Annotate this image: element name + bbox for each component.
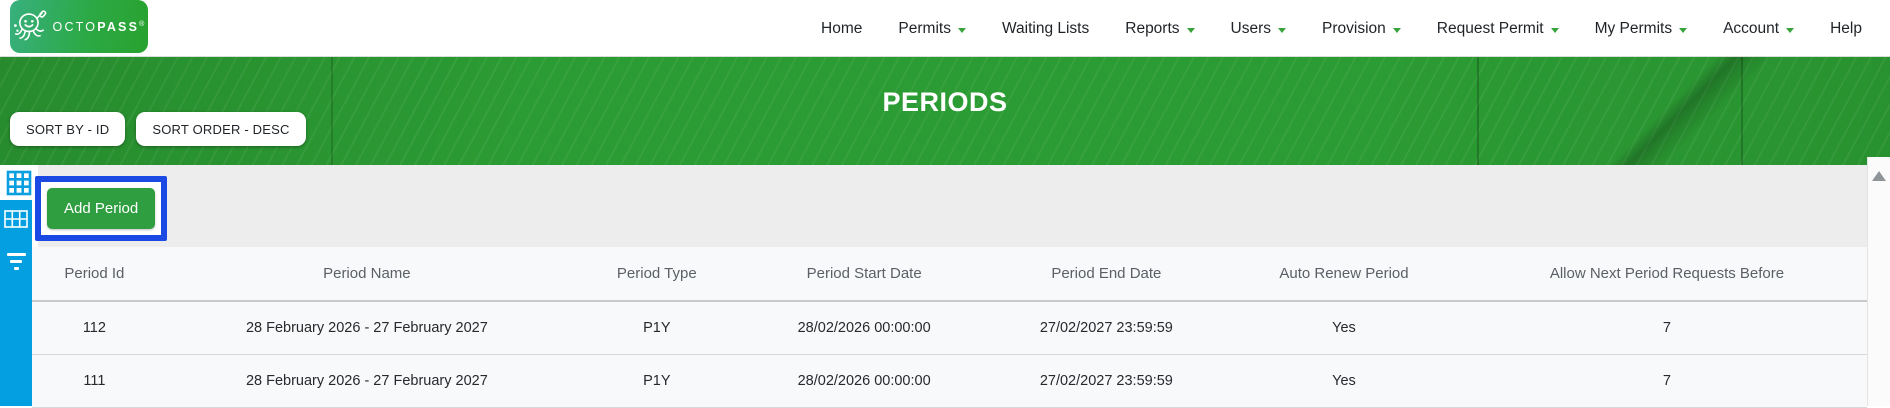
chevron-down-icon (1786, 27, 1795, 33)
nav-item-label: Provision (1322, 19, 1386, 37)
column-header[interactable]: Period End Date (991, 247, 1222, 302)
nav-item-label: Reports (1125, 19, 1180, 37)
nav-item-provision[interactable]: Provision (1322, 20, 1401, 38)
nav-item-waiting-lists[interactable]: Waiting Lists (1002, 20, 1089, 38)
table-cell: 28 February 2026 - 27 February 2027 (156, 354, 577, 408)
table-header-row: Period Id Period Name Period Type Period St… (32, 247, 1867, 302)
nav-item-help[interactable]: Help (1830, 20, 1862, 38)
chevron-down-icon (1392, 27, 1401, 33)
logo-wordmark: OCTOPASS® (52, 19, 147, 34)
table-cell: 112 (32, 301, 157, 355)
main-content: Add Period Period Id Period Name Period Ty… (0, 165, 1890, 408)
nav-item-home[interactable]: Home (821, 20, 862, 38)
table-row[interactable]: 111 28 February 2026 - 27 February 2027 P1… (32, 354, 1867, 408)
table-row[interactable]: 112 28 February 2026 - 27 February 2027 P1… (32, 301, 1867, 355)
column-header[interactable]: Period Type (576, 247, 737, 302)
sort-controls: SORT BY - ID SORT ORDER - DESC (10, 112, 306, 146)
octopass-logo[interactable]: OCTOPASS® (10, 0, 148, 53)
nav-item-label: Waiting Lists (1001, 19, 1090, 37)
nav-item-users[interactable]: Users (1230, 19, 1287, 38)
nav-item-label: Home (821, 19, 863, 37)
nav-item-label: Help (1830, 19, 1862, 37)
column-header[interactable]: Period Start Date (736, 247, 992, 302)
table-cell: P1Y (576, 354, 737, 408)
nav-item-request-permit[interactable]: Request Permit (1437, 20, 1559, 38)
add-period-highlight-box: Add Period (35, 176, 168, 241)
periods-table: Period Id Period Name Period Type Period St… (32, 247, 1867, 408)
vertical-scrollbar[interactable] (1867, 157, 1890, 406)
chevron-down-icon (1186, 27, 1195, 33)
table-cell: 111 (32, 354, 157, 408)
filter-icon[interactable] (6, 253, 26, 270)
chevron-down-icon (1278, 27, 1287, 33)
chevron-down-icon (1550, 27, 1559, 33)
table-cell: 7 (1466, 354, 1867, 408)
table-cell: 28 February 2026 - 27 February 2027 (156, 301, 577, 355)
table-body: 112 28 February 2026 - 27 February 2027 P1… (32, 301, 1867, 408)
top-nav-bar: OCTOPASS® Home Permits Waiting Lists Report… (0, 0, 1890, 57)
nav-item-label: Request Permit (1436, 19, 1544, 37)
table-cell: 28/02/2026 00:00:00 (736, 301, 992, 355)
nav-item-label: Account (1723, 19, 1780, 37)
sort-by-button[interactable]: SORT BY - ID (10, 112, 126, 146)
scroll-up-arrow-icon[interactable] (1872, 171, 1886, 181)
table-cell: 7 (1466, 301, 1867, 355)
chevron-down-icon (1679, 27, 1688, 33)
nav-item-account[interactable]: Account (1723, 19, 1795, 38)
octopus-logo-icon (12, 9, 48, 45)
nav-item-label: My Permits (1594, 19, 1673, 37)
table-cell: Yes (1221, 301, 1467, 355)
nav-item-reports[interactable]: Reports (1125, 19, 1195, 38)
sort-order-button[interactable]: SORT ORDER - DESC (136, 112, 306, 146)
grid-toolbar (38, 165, 1867, 247)
table-cell: 27/02/2027 23:59:59 (991, 354, 1222, 408)
add-period-button[interactable]: Add Period (47, 188, 156, 229)
nav-item-label: Permits (898, 19, 951, 37)
column-header[interactable]: Period Name (156, 247, 577, 302)
periods-table-wrap: Period Id Period Name Period Type Period St… (32, 247, 1867, 408)
nav-item-label: Users (1230, 19, 1272, 37)
table-cell: Yes (1221, 354, 1467, 408)
column-header[interactable]: Period Id (32, 247, 157, 302)
column-header[interactable]: Allow Next Period Requests Before (1466, 247, 1867, 302)
table-cell: P1Y (576, 301, 737, 355)
nav-item-permits[interactable]: Permits (898, 20, 966, 38)
page-title: PERIODS (882, 87, 1008, 117)
sidebar-tab-data-grid[interactable] (0, 165, 38, 200)
page-banner: PERIODS SORT BY - ID SORT ORDER - DESC (0, 57, 1890, 165)
table-cell: 28/02/2026 00:00:00 (736, 354, 992, 408)
sidebar-panel (0, 200, 32, 406)
chevron-down-icon (957, 27, 966, 33)
nav-menu: Home Permits Waiting Lists Reports Users Prov… (821, 0, 1890, 57)
nav-item-my-permits[interactable]: My Permits (1595, 20, 1688, 38)
data-grid-icon (6, 170, 32, 196)
grid-view-icon[interactable] (4, 210, 28, 228)
table-cell: 27/02/2027 23:59:59 (991, 301, 1222, 355)
column-header[interactable]: Auto Renew Period (1221, 247, 1467, 302)
